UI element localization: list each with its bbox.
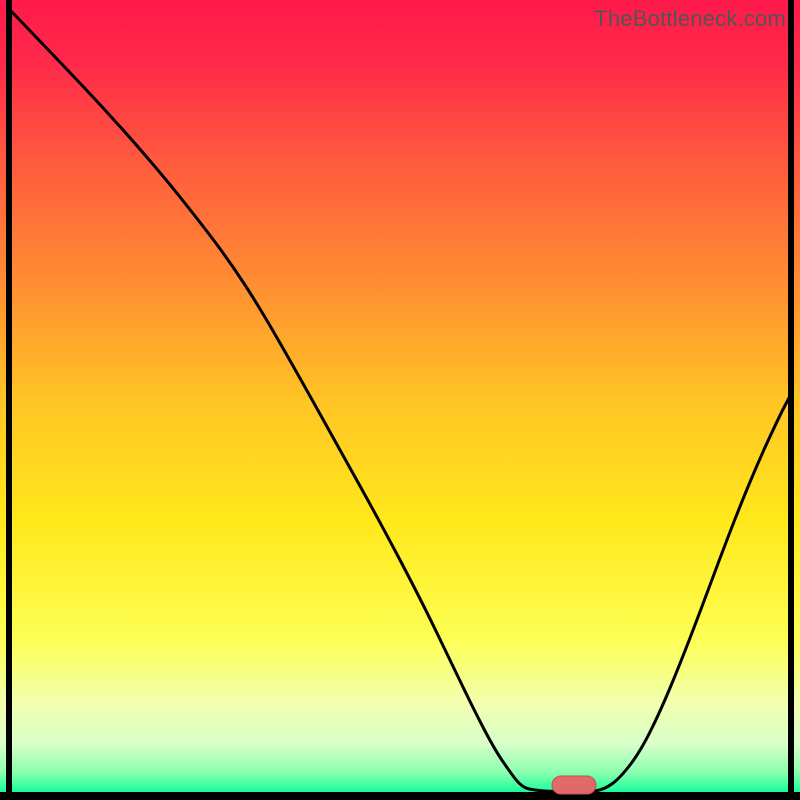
chart-canvas: TheBottleneck.com — [0, 0, 800, 800]
background-gradient — [0, 0, 800, 800]
attribution-label: TheBottleneck.com — [594, 6, 786, 32]
